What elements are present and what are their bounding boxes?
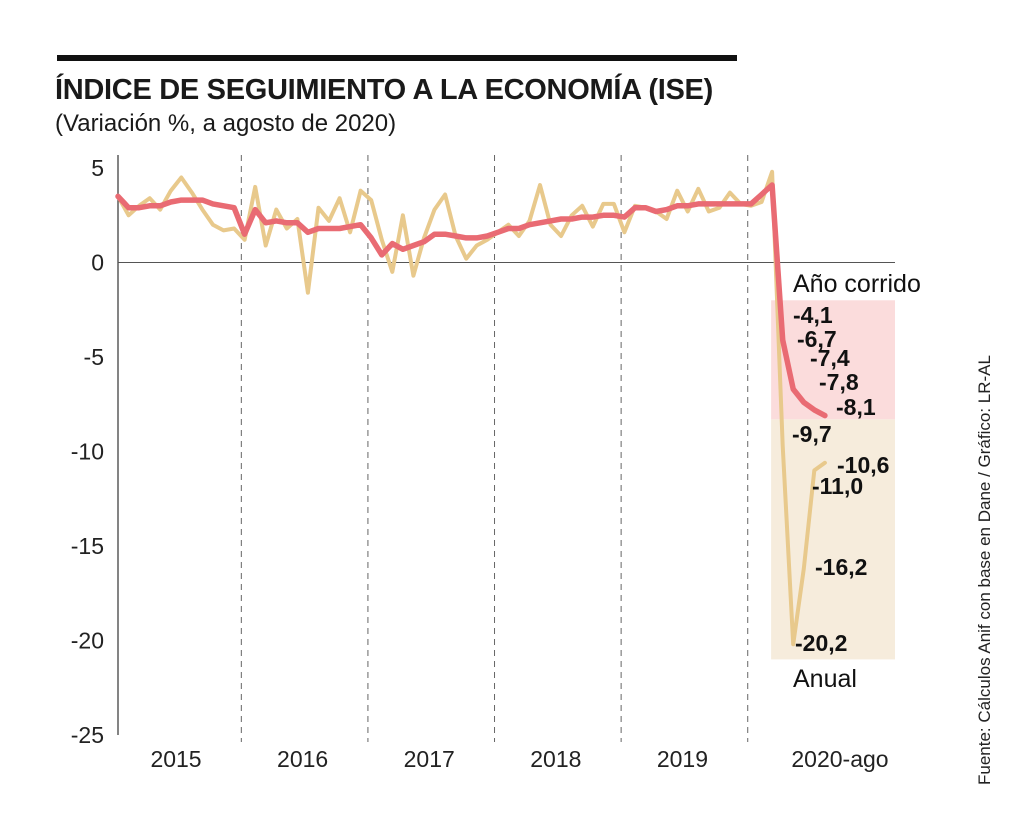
y-tick-label: -20 xyxy=(71,628,104,654)
corrido-highlight-band xyxy=(771,300,895,420)
x-tick-label: 2018 xyxy=(530,746,581,772)
data-label-corrido: -7,4 xyxy=(810,345,850,371)
data-label-anual: -11,0 xyxy=(812,473,863,499)
y-tick-label: 0 xyxy=(91,250,104,276)
data-label-corrido: -6,7 xyxy=(797,326,837,352)
x-tick-label: 2020-ago xyxy=(791,746,888,772)
annotation-corrido: Año corrido xyxy=(793,270,921,298)
series-line-corrido xyxy=(115,182,828,419)
chart-subtitle: (Variación %, a agosto de 2020) xyxy=(55,110,397,137)
data-label-anual: -9,7 xyxy=(792,421,832,447)
data-label-anual: -10,6 xyxy=(837,452,889,478)
y-tick-label: -5 xyxy=(84,344,104,370)
y-tick-label: 5 xyxy=(91,155,104,181)
x-tick-label: 2017 xyxy=(404,746,455,772)
y-tick-label: -10 xyxy=(71,439,104,465)
source-note: Fuente: Cálculos Anif con base en Dane /… xyxy=(975,355,994,785)
y-tick-label: -15 xyxy=(71,533,104,559)
x-tick-label: 2015 xyxy=(150,746,201,772)
data-label-corrido: -4,1 xyxy=(793,302,833,328)
y-tick-label: -25 xyxy=(71,722,104,748)
annotation-anual: Anual xyxy=(793,665,857,693)
data-label-anual: -20,2 xyxy=(795,630,847,656)
x-tick-label: 2019 xyxy=(657,746,708,772)
x-tick-label: 2016 xyxy=(277,746,328,772)
data-label-corrido: -8,1 xyxy=(836,394,876,420)
series-line-anual xyxy=(116,169,827,647)
data-label-anual: -16,2 xyxy=(815,554,867,580)
chart-title: ÍNDICE DE SEGUIMIENTO A LA ECONOMÍA (ISE… xyxy=(55,74,713,106)
title-rule xyxy=(57,55,737,61)
data-label-corrido: -7,8 xyxy=(819,369,859,395)
